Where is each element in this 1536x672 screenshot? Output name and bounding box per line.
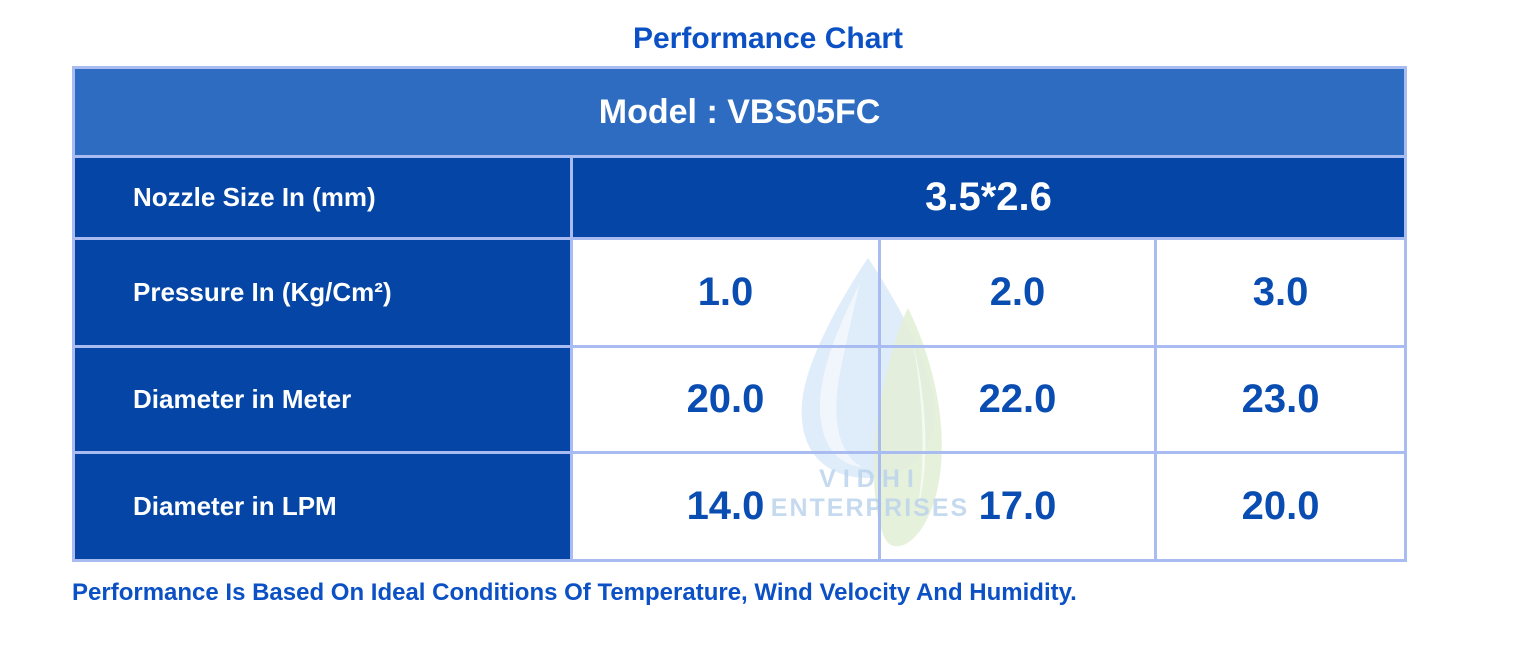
diameter-meter-value-2: 22.0 — [878, 345, 1157, 454]
pressure-label: Pressure In (Kg/Cm²) — [72, 237, 573, 348]
diameter-lpm-value-3: 20.0 — [1153, 451, 1408, 562]
diameter-lpm-label: Diameter in LPM — [72, 451, 573, 562]
table-row-diameter-lpm: Diameter in LPM 14.0 17.0 20.0 — [72, 451, 1408, 562]
diameter-meter-value-3: 23.0 — [1153, 345, 1408, 454]
table-row-pressure: Pressure In (Kg/Cm²) 1.0 2.0 3.0 — [72, 237, 1408, 348]
diameter-meter-value-1: 20.0 — [570, 345, 881, 454]
nozzle-size-value: 3.5*2.6 — [569, 155, 1408, 240]
page-title: Performance Chart — [632, 22, 904, 55]
diameter-meter-label: Diameter in Meter — [72, 345, 573, 454]
footer-note: Performance Is Based On Ideal Conditions… — [72, 579, 1077, 606]
table-row-nozzle: Nozzle Size In (mm) 3.5*2.6 — [72, 155, 1408, 240]
nozzle-size-label: Nozzle Size In (mm) — [72, 155, 573, 240]
diameter-lpm-value-2: 17.0 — [878, 451, 1157, 562]
diameter-lpm-value-1: 14.0 — [570, 451, 881, 562]
pressure-value-1: 1.0 — [570, 237, 881, 348]
model-header-cell: Model : VBS05FC — [71, 66, 1408, 158]
pressure-value-3: 3.0 — [1153, 237, 1408, 348]
table-row-model: Model : VBS05FC — [71, 66, 1408, 158]
pressure-value-2: 2.0 — [878, 237, 1157, 348]
table-row-diameter-meter: Diameter in Meter 20.0 22.0 23.0 — [72, 345, 1408, 454]
performance-table: Model : VBS05FC Nozzle Size In (mm) 3.5*… — [71, 66, 1408, 562]
